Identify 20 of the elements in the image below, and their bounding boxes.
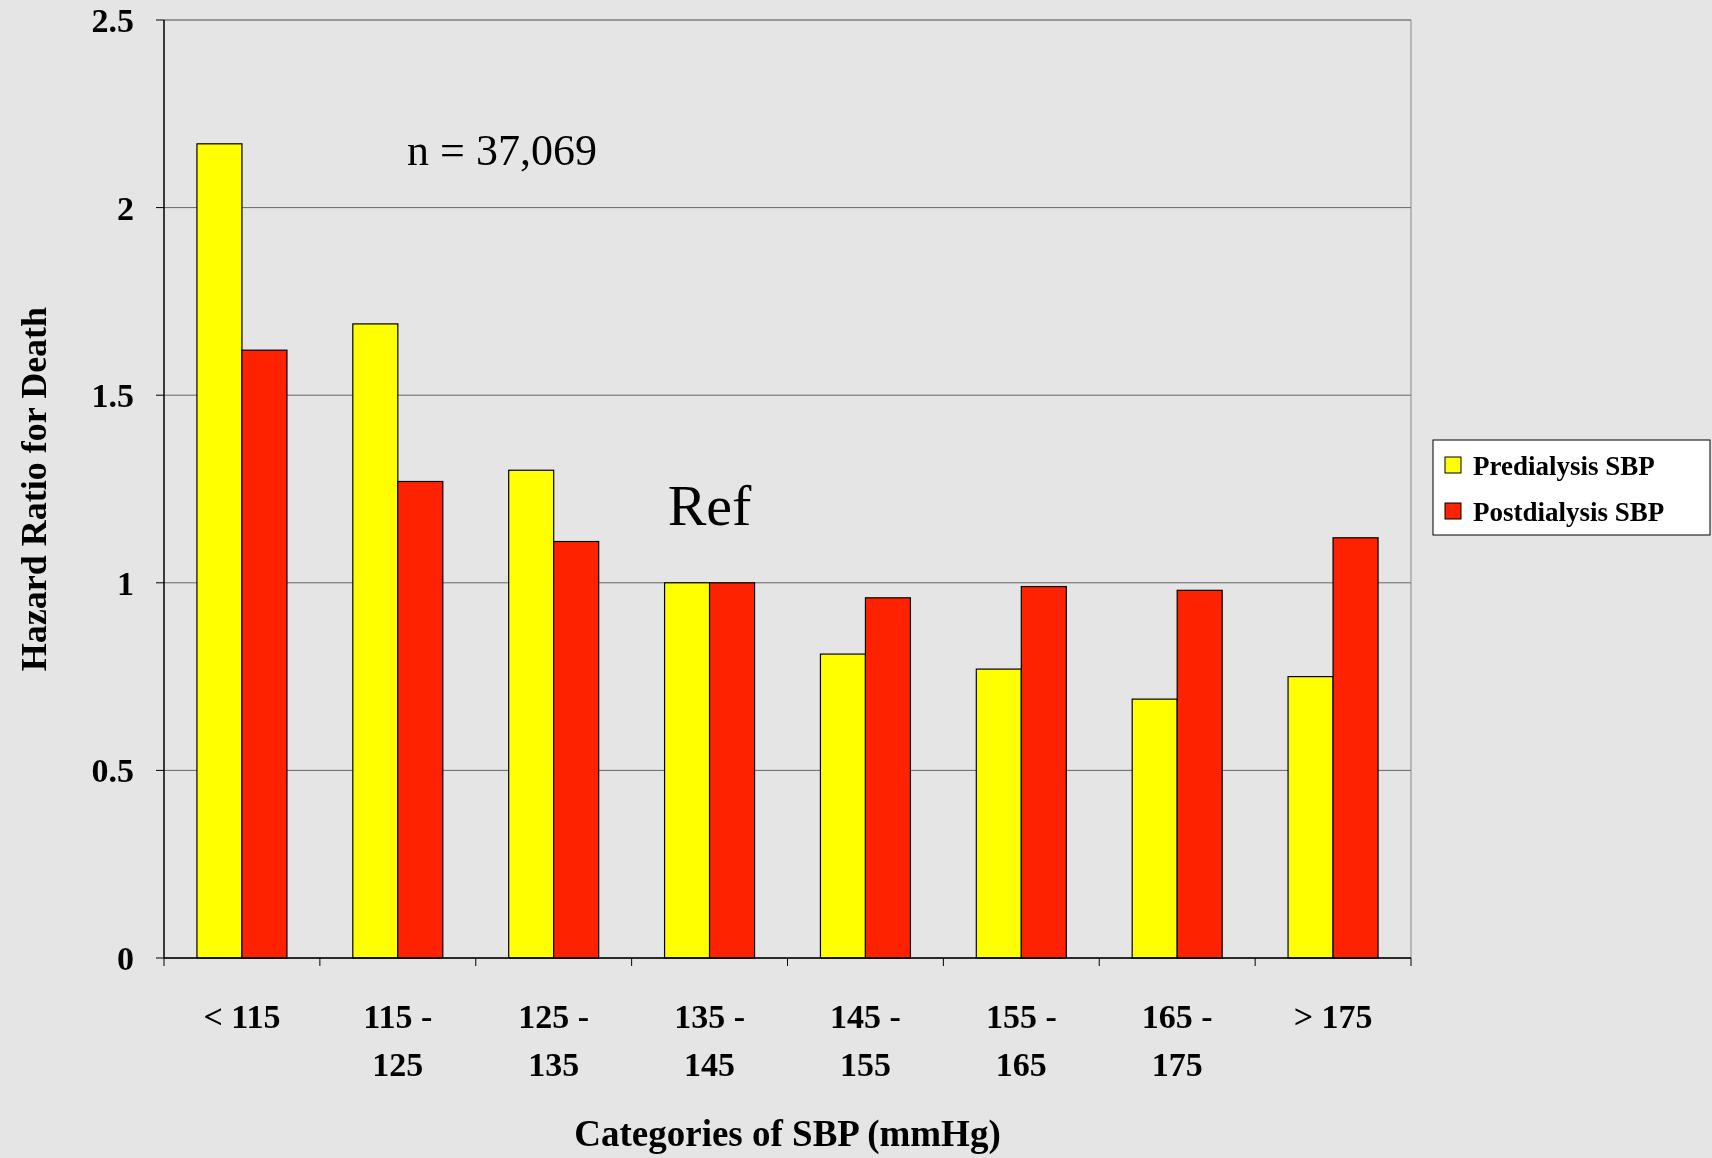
y-tick-label: 0.5 <box>91 752 134 790</box>
x-axis-title: Categories of SBP (mmHg) <box>574 1113 1001 1155</box>
y-tick-label: 0 <box>117 939 134 977</box>
legend-label: Postdialysis SBP <box>1473 497 1665 528</box>
y-tick-label: 1.5 <box>91 377 134 415</box>
x-tick-label: 165 - 175 <box>1141 998 1213 1083</box>
x-tick-label: > 175 <box>1293 998 1373 1035</box>
x-tick-label: 125 - 135 <box>518 998 590 1083</box>
annotation: Ref <box>667 472 753 538</box>
x-tick-label: 145 - 155 <box>830 998 901 1083</box>
x-tick-label: 115 - 125 <box>363 998 433 1083</box>
x-tick-label: 155 - 165 <box>985 998 1057 1083</box>
annotation: n = 37,069 <box>407 126 597 175</box>
y-axis-title: Hazard Ratio for Death <box>14 306 54 672</box>
y-tick-label: 2.5 <box>91 1 134 39</box>
y-tick-label: 2 <box>117 189 134 227</box>
legend-label: Predialysis SBP <box>1473 451 1655 482</box>
y-tick-label: 1 <box>117 564 134 602</box>
x-tick-label: < 115 <box>203 998 281 1035</box>
x-tick-label: 135 - 145 <box>674 998 745 1083</box>
